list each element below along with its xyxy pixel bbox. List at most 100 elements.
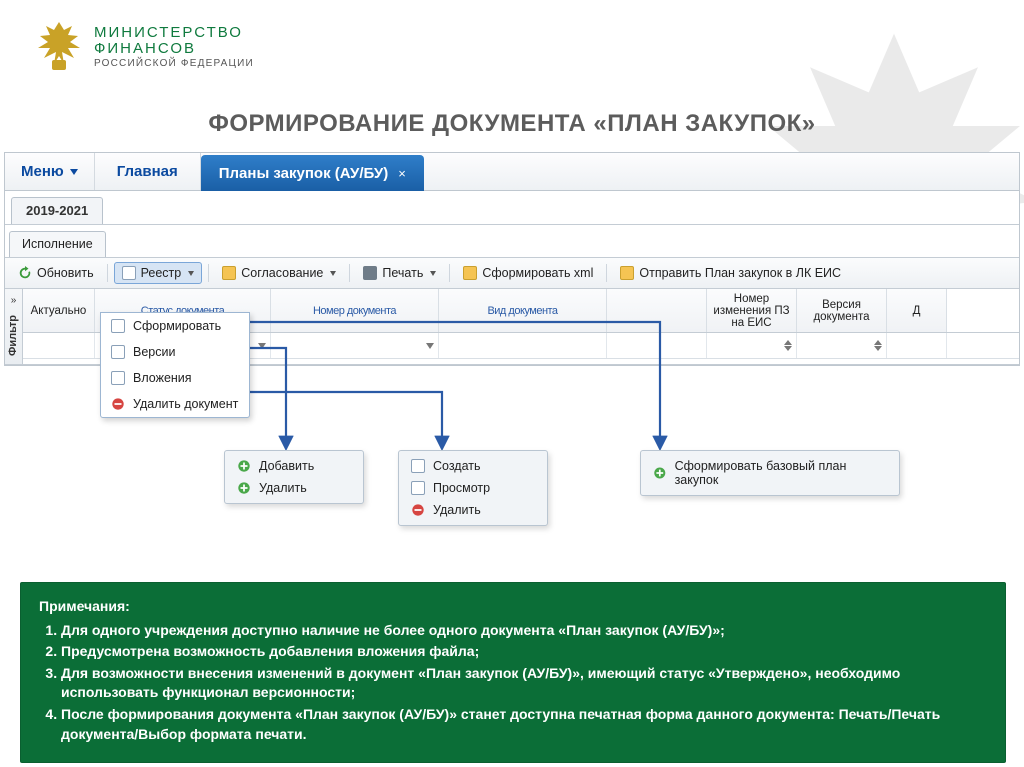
approval-label: Согласование	[241, 266, 323, 280]
registry-button[interactable]: Реестр	[114, 262, 203, 284]
toolbar-sep	[107, 264, 108, 282]
col-change-no[interactable]: Номер изменения ПЗ на ЕИС	[707, 289, 797, 332]
note-1: Для одного учреждения доступно наличие н…	[61, 621, 987, 641]
add-icon	[237, 481, 251, 495]
col-last[interactable]: Д	[887, 289, 947, 332]
popup-versions: Добавить Удалить	[224, 450, 364, 504]
notes-title: Примечания:	[39, 597, 987, 617]
refresh-button[interactable]: Обновить	[11, 263, 101, 283]
dd-item-delete[interactable]: Удалить документ	[101, 391, 249, 417]
popup-versions-add-label: Добавить	[259, 459, 314, 473]
toolbar-sep	[208, 264, 209, 282]
approval-button[interactable]: Согласование	[215, 263, 343, 283]
col-type[interactable]: Вид документа	[439, 289, 607, 332]
popup-attach-create-label: Создать	[433, 459, 481, 473]
filter-actual[interactable]	[23, 333, 95, 358]
grid-icon	[111, 371, 125, 385]
popup-form-base: Сформировать базовый план закупок	[640, 450, 900, 496]
popup-attach-view[interactable]: Просмотр	[405, 477, 541, 499]
grid-icon	[122, 266, 136, 280]
tab-execution[interactable]: Исполнение	[9, 231, 106, 257]
chevron-down-icon	[426, 343, 434, 349]
tab-plans-active[interactable]: Планы закупок (АУ/БУ) ×	[201, 155, 424, 191]
filter-number[interactable]	[271, 333, 439, 358]
number-spinner[interactable]	[784, 340, 792, 351]
tab-years[interactable]: 2019-2021	[11, 197, 103, 224]
registry-label: Реестр	[141, 266, 182, 280]
note-2: Предусмотрена возможность добавления вло…	[61, 642, 987, 662]
dd-item-attach[interactable]: Вложения	[101, 365, 249, 391]
ministry-logo-block: МИНИСТЕРСТВО ФИНАНСОВ РОССИЙСКОЙ ФЕДЕРАЦ…	[34, 20, 254, 74]
page-title: ФОРМИРОВАНИЕ ДОКУМЕНТА «ПЛАН ЗАКУПОК»	[0, 110, 1024, 138]
toolbar-sep	[349, 264, 350, 282]
send-icon	[620, 266, 634, 280]
dd-item-delete-label: Удалить документ	[133, 397, 238, 411]
col-actual[interactable]: Актуально	[23, 289, 95, 332]
ministry-line2: ФИНАНСОВ	[94, 41, 254, 57]
dd-item-form[interactable]: Сформировать	[101, 313, 249, 339]
dd-item-versions[interactable]: Версии	[101, 339, 249, 365]
refresh-label: Обновить	[37, 266, 94, 280]
folder-icon	[463, 266, 477, 280]
popup-versions-del-label: Удалить	[259, 481, 307, 495]
filter-last[interactable]	[887, 333, 947, 358]
close-icon[interactable]: ×	[398, 166, 406, 181]
ministry-line1: МИНИСТЕРСТВО	[94, 25, 254, 41]
col-number[interactable]: Номер документа	[271, 289, 439, 332]
delete-icon	[411, 503, 425, 517]
dd-item-attach-label: Вложения	[133, 371, 192, 385]
popup-attach-del-label: Удалить	[433, 503, 481, 517]
form-xml-button[interactable]: Сформировать xml	[456, 263, 600, 283]
top-tabbar: Меню Главная Планы закупок (АУ/БУ) ×	[5, 153, 1019, 191]
note-3: Для возможности внесения изменений в док…	[61, 664, 987, 703]
popup-attach-del[interactable]: Удалить	[405, 499, 541, 521]
col-version[interactable]: Версия документа	[797, 289, 887, 332]
popup-form-base-label: Сформировать базовый план закупок	[675, 459, 887, 487]
grid-icon	[411, 459, 425, 473]
tab-plans-label: Планы закупок (АУ/БУ)	[219, 165, 389, 182]
print-icon	[363, 266, 377, 280]
filter-label: Фильтр	[7, 315, 19, 356]
menu-button[interactable]: Меню	[5, 153, 95, 190]
add-icon	[237, 459, 251, 473]
refresh-icon	[18, 266, 32, 280]
filter-type[interactable]	[439, 333, 607, 358]
print-label: Печать	[382, 266, 423, 280]
chevron-down-icon	[188, 271, 194, 276]
grid-icon	[111, 319, 125, 333]
emblem-icon	[34, 20, 84, 74]
number-spinner[interactable]	[874, 340, 882, 351]
delete-icon	[111, 397, 125, 411]
popup-versions-add[interactable]: Добавить	[231, 455, 357, 477]
notes-panel: Примечания: Для одного учреждения доступ…	[20, 582, 1006, 763]
toolbar-sep	[606, 264, 607, 282]
dd-item-versions-label: Версии	[133, 345, 175, 359]
chevron-down-icon	[330, 271, 336, 276]
menu-label: Меню	[21, 163, 64, 180]
filter-change-no[interactable]	[707, 333, 797, 358]
popup-attach-view-label: Просмотр	[433, 481, 490, 495]
popup-form-base-item[interactable]: Сформировать базовый план закупок	[647, 455, 893, 491]
popup-attach-create[interactable]: Создать	[405, 455, 541, 477]
years-tab-row: 2019-2021	[5, 191, 1019, 225]
print-button[interactable]: Печать	[356, 263, 443, 283]
grid-icon	[111, 345, 125, 359]
popup-versions-del[interactable]: Удалить	[231, 477, 357, 499]
form-xml-label: Сформировать xml	[482, 266, 593, 280]
chevron-down-icon	[430, 271, 436, 276]
exec-tab-row: Исполнение	[5, 225, 1019, 258]
filter-version[interactable]	[797, 333, 887, 358]
folder-icon	[222, 266, 236, 280]
send-eis-button[interactable]: Отправить План закупок в ЛК ЕИС	[613, 263, 848, 283]
toolbar: Обновить Реестр Согласование Печать Сфор…	[5, 258, 1019, 289]
send-eis-label: Отправить План закупок в ЛК ЕИС	[639, 266, 841, 280]
chevron-down-icon	[258, 343, 266, 349]
popup-attachments: Создать Просмотр Удалить	[398, 450, 548, 526]
ministry-line3: РОССИЙСКОЙ ФЕДЕРАЦИИ	[94, 59, 254, 70]
filter-dummy[interactable]	[607, 333, 707, 358]
grid-icon	[411, 481, 425, 495]
col-dummy[interactable]	[607, 289, 707, 332]
add-icon	[653, 466, 667, 480]
dd-item-form-label: Сформировать	[133, 319, 221, 333]
tab-home[interactable]: Главная	[95, 153, 201, 190]
